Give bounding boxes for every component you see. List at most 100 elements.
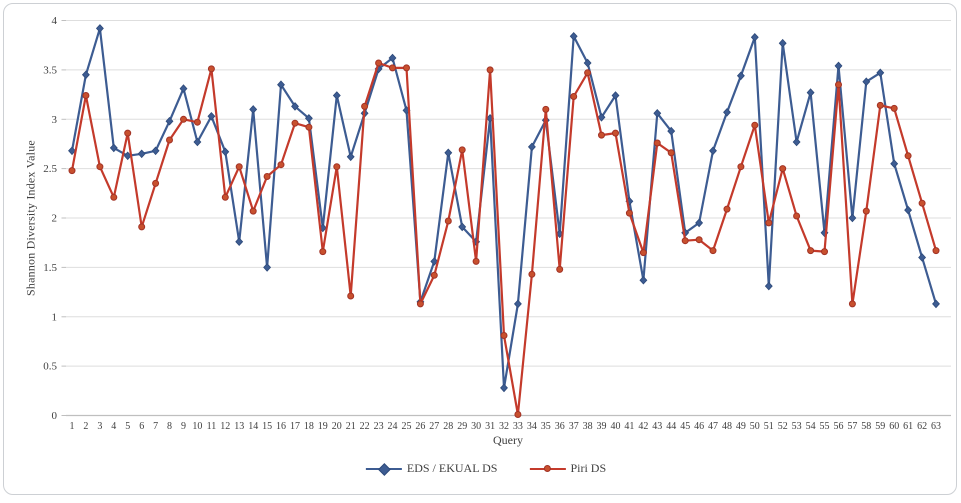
data-point [808, 248, 814, 254]
data-point [724, 206, 730, 212]
data-point [487, 67, 493, 73]
data-point [571, 94, 577, 100]
data-point [668, 150, 674, 156]
piri-line-swatch [529, 464, 565, 473]
data-point [849, 214, 856, 221]
svg-text:50: 50 [750, 421, 760, 432]
svg-text:60: 60 [889, 421, 899, 432]
data-point [710, 147, 717, 154]
data-point [501, 384, 508, 391]
data-point [891, 105, 897, 111]
data-point [111, 194, 117, 200]
legend-label-piri: Piri DS [570, 461, 606, 476]
data-point [250, 106, 257, 113]
gridlines [66, 21, 951, 367]
data-point [501, 333, 507, 339]
data-point [751, 34, 758, 41]
svg-text:25: 25 [402, 421, 412, 432]
data-point [724, 109, 731, 116]
data-point [710, 248, 716, 254]
data-point [236, 238, 243, 245]
data-point [222, 194, 228, 200]
svg-text:4: 4 [52, 15, 58, 27]
data-point [390, 65, 396, 71]
svg-text:14: 14 [248, 421, 258, 432]
data-point [292, 120, 298, 126]
data-point [863, 208, 869, 214]
svg-text:42: 42 [638, 421, 648, 432]
svg-text:39: 39 [597, 421, 607, 432]
data-point [919, 254, 926, 261]
svg-text:17: 17 [290, 421, 300, 432]
svg-text:10: 10 [192, 421, 202, 432]
svg-text:1.5: 1.5 [43, 262, 57, 274]
data-point [640, 277, 647, 284]
legend: EDS / EKUAL DS Piri DS [366, 461, 606, 476]
svg-text:3.5: 3.5 [43, 64, 57, 76]
data-point [417, 301, 423, 307]
data-point [933, 248, 939, 254]
svg-text:21: 21 [346, 421, 356, 432]
svg-text:3: 3 [97, 421, 102, 432]
data-point [208, 66, 214, 72]
data-point [222, 148, 229, 155]
x-axis-title: Query [493, 433, 523, 448]
data-point [334, 164, 340, 170]
data-point [585, 70, 591, 76]
data-point [348, 293, 354, 299]
svg-text:33: 33 [513, 421, 523, 432]
data-point [181, 116, 187, 122]
data-point [780, 166, 786, 172]
svg-text:13: 13 [234, 421, 244, 432]
svg-text:16: 16 [276, 421, 286, 432]
svg-text:53: 53 [792, 421, 802, 432]
svg-text:24: 24 [388, 421, 398, 432]
data-point [766, 220, 772, 226]
svg-text:0: 0 [52, 410, 58, 422]
data-point [529, 271, 535, 277]
data-point [891, 160, 898, 167]
svg-text:51: 51 [764, 421, 774, 432]
svg-text:18: 18 [304, 421, 314, 432]
svg-text:1: 1 [70, 421, 75, 432]
svg-text:59: 59 [875, 421, 885, 432]
data-point [139, 224, 145, 230]
svg-text:4: 4 [111, 421, 116, 432]
legend-label-eds: EDS / EKUAL DS [407, 461, 498, 476]
svg-text:2.5: 2.5 [43, 163, 57, 175]
data-point [752, 122, 758, 128]
data-point [877, 102, 883, 108]
data-point [933, 300, 940, 307]
data-point [696, 237, 702, 243]
svg-text:20: 20 [332, 421, 342, 432]
data-point [236, 164, 242, 170]
svg-text:47: 47 [708, 421, 718, 432]
svg-text:19: 19 [318, 421, 328, 432]
svg-text:29: 29 [457, 421, 467, 432]
eds-line-swatch [366, 464, 402, 473]
data-point [765, 282, 772, 289]
data-point [194, 119, 200, 125]
data-point [654, 140, 660, 146]
data-point [543, 106, 549, 112]
data-point [849, 301, 855, 307]
svg-text:43: 43 [652, 421, 662, 432]
data-point [738, 164, 744, 170]
data-point [515, 300, 522, 307]
data-point [905, 153, 911, 159]
svg-text:31: 31 [485, 421, 495, 432]
svg-text:6: 6 [139, 421, 144, 432]
data-point [347, 153, 354, 160]
data-point [599, 132, 605, 138]
data-point [640, 250, 646, 256]
data-point [180, 85, 187, 92]
svg-text:48: 48 [722, 421, 732, 432]
data-point [794, 213, 800, 219]
data-point [83, 93, 89, 99]
data-point [515, 412, 521, 418]
data-point [69, 168, 75, 174]
svg-text:15: 15 [262, 421, 272, 432]
data-point [905, 206, 912, 213]
data-point [153, 180, 159, 186]
